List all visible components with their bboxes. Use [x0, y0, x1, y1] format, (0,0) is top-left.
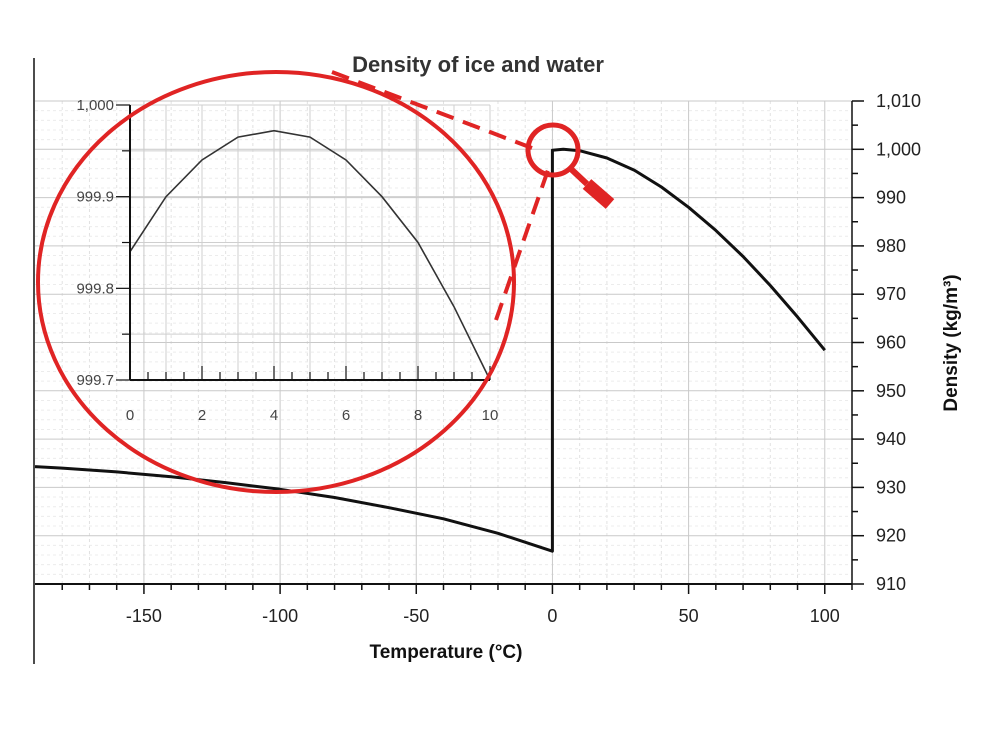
inset-y-tick-label: 1,000 [76, 97, 114, 114]
x-axis-title: Temperature (°C) [370, 642, 523, 663]
y-tick-label: 930 [876, 477, 906, 497]
inset-x-tick-label: 4 [270, 407, 278, 424]
y-tick-label: 1,010 [876, 91, 921, 111]
inset-y-tick-label: 999.8 [76, 280, 114, 297]
y-tick-label: 940 [876, 429, 906, 449]
large-zoom-circle [36, 70, 516, 494]
x-tick-label: -100 [262, 606, 298, 626]
main-grid [35, 100, 853, 585]
magnifier-annotation [36, 70, 615, 494]
y-tick-label: 980 [876, 236, 906, 256]
zoom-connector-top [331, 70, 533, 150]
inset-y-tick-label: 999.7 [76, 372, 114, 389]
inset-axes: 0 2 4 6 8 10 999.7 999.8 999.9 1,000 [76, 97, 498, 424]
y-axis-title: Density (kg/m³) [941, 274, 962, 411]
x-tick-label: -150 [126, 606, 162, 626]
y-tick-label: 910 [876, 574, 906, 594]
y-tick-label: 990 [876, 188, 906, 208]
density-series-line [34, 147, 826, 553]
y-tick-label: 970 [876, 284, 906, 304]
x-tick-label: 100 [810, 606, 840, 626]
inset-chart: 0 2 4 6 8 10 999.7 999.8 999.9 1,000 [76, 97, 498, 424]
inset-y-tick-label: 999.9 [76, 189, 114, 206]
inset-series-group [129, 129, 491, 381]
y-tick-label: 920 [876, 526, 906, 546]
magnifier-lens-icon [525, 122, 581, 178]
main-axes: -150 -100 -50 0 50 10091092093094095096097098… [33, 58, 921, 664]
inset-x-tick-label: 8 [414, 407, 422, 424]
inset-x-tick-label: 6 [342, 407, 350, 424]
zoom-connector-bottom [494, 169, 550, 321]
inset-density-line [129, 129, 491, 381]
main-series-group [34, 147, 826, 553]
x-tick-label: -50 [403, 606, 429, 626]
y-tick-label: 960 [876, 333, 906, 353]
inset-grid [130, 104, 491, 380]
chart-title: Density of ice and water [352, 52, 604, 77]
inset-x-tick-label: 10 [482, 407, 499, 424]
y-tick-label: 950 [876, 381, 906, 401]
magnifier-handle-icon [582, 179, 615, 209]
y-tick-label: 1,000 [876, 139, 921, 159]
x-tick-label: 0 [547, 606, 557, 626]
magnifier-neck [568, 166, 590, 187]
inset-x-tick-label: 0 [126, 407, 134, 424]
x-tick-label: 50 [679, 606, 699, 626]
inset-x-tick-label: 2 [198, 407, 206, 424]
